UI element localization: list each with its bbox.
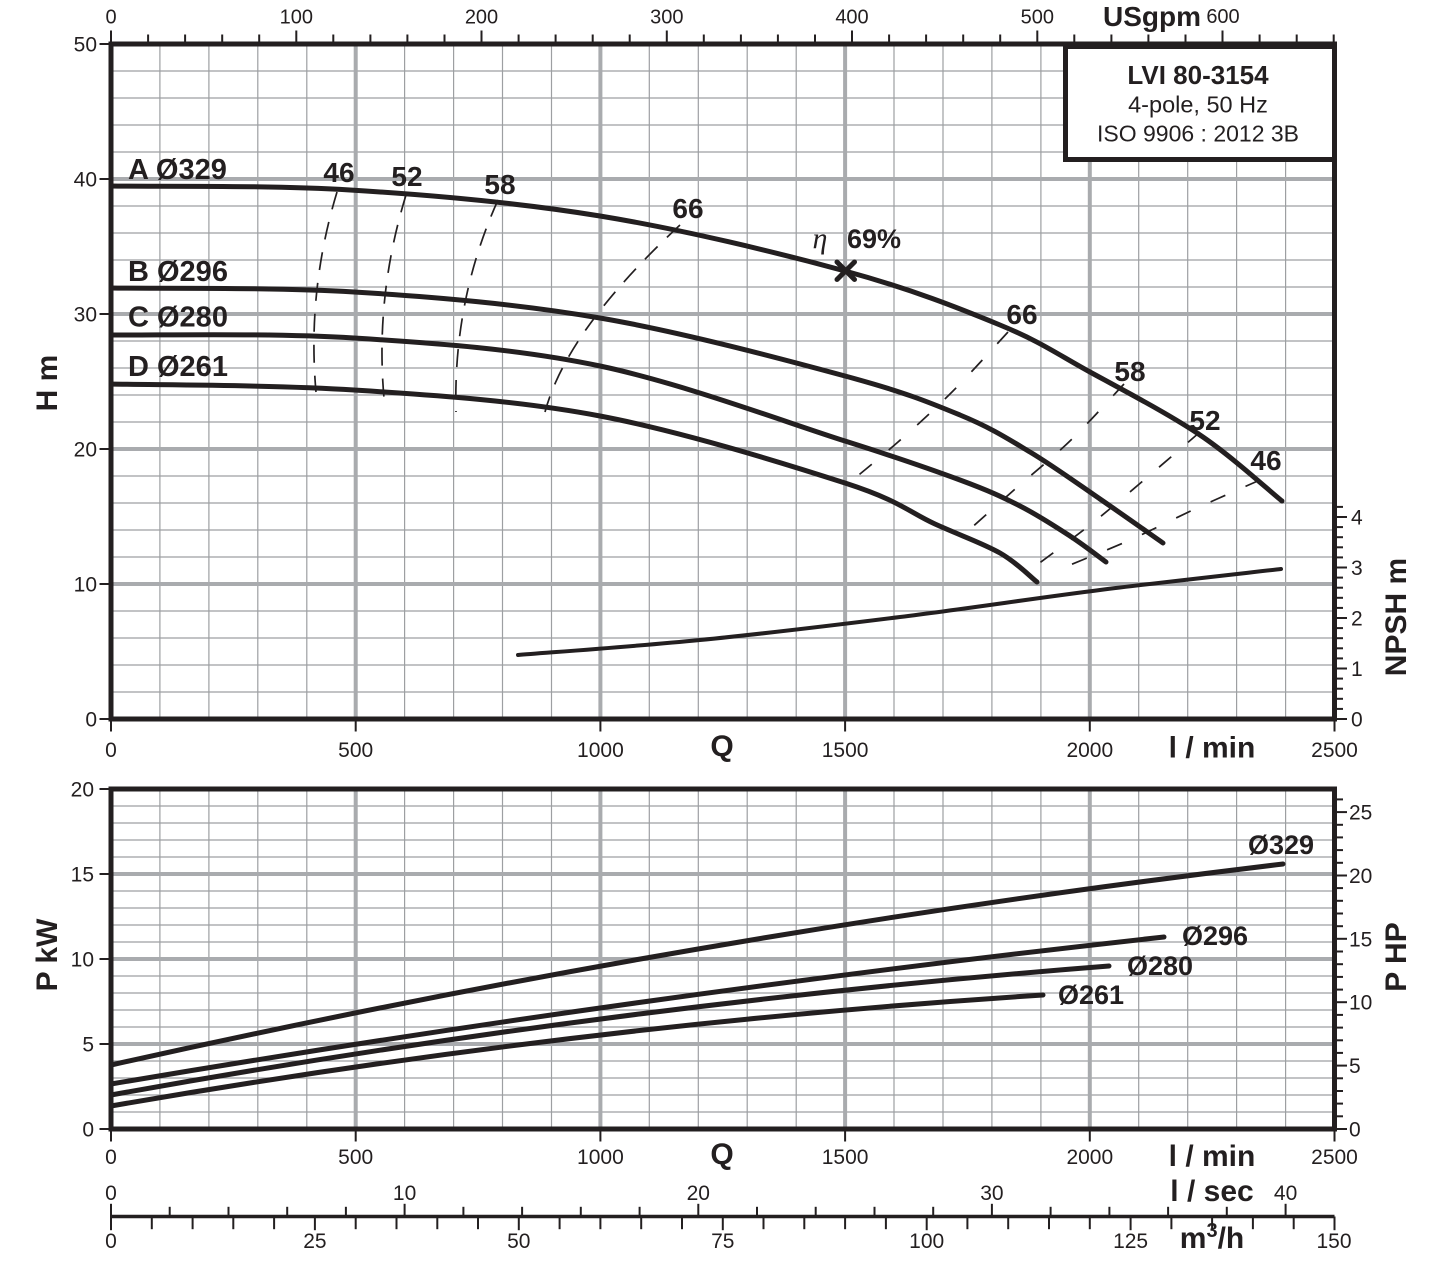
svg-text:25: 25 — [1349, 802, 1372, 825]
svg-text:50: 50 — [507, 1230, 530, 1253]
svg-text:66: 66 — [1006, 299, 1037, 330]
svg-text:C Ø280: C Ø280 — [128, 302, 228, 334]
svg-text:69%: 69% — [847, 224, 901, 254]
svg-text:10: 10 — [393, 1182, 416, 1205]
svg-text:0: 0 — [105, 1146, 117, 1169]
svg-text:0: 0 — [105, 1230, 117, 1253]
svg-text:3: 3 — [1351, 557, 1363, 580]
svg-text:46: 46 — [1250, 445, 1281, 476]
svg-text:1500: 1500 — [822, 739, 869, 762]
svg-text:Q: Q — [710, 730, 733, 763]
svg-text:52: 52 — [1189, 405, 1220, 436]
svg-text:l / min: l / min — [1169, 732, 1256, 765]
svg-text:LVI 80-3154: LVI 80-3154 — [1127, 60, 1269, 90]
svg-text:58: 58 — [484, 169, 515, 200]
svg-text:40: 40 — [1274, 1182, 1297, 1205]
svg-text:0: 0 — [1351, 709, 1363, 732]
svg-text:40: 40 — [74, 169, 97, 192]
svg-text:0: 0 — [105, 7, 116, 29]
svg-text:B Ø296: B Ø296 — [128, 256, 228, 288]
svg-text:15: 15 — [71, 864, 94, 887]
svg-text:0: 0 — [85, 709, 97, 732]
svg-text:A Ø329: A Ø329 — [128, 154, 227, 186]
svg-text:Ø329: Ø329 — [1248, 830, 1314, 860]
svg-text:NPSH m: NPSH m — [1380, 558, 1413, 676]
svg-text:H m: H m — [31, 355, 64, 412]
svg-text:20: 20 — [71, 779, 94, 802]
svg-text:500: 500 — [338, 1146, 373, 1169]
svg-text:10: 10 — [1349, 992, 1372, 1015]
svg-text:500: 500 — [1021, 7, 1054, 29]
svg-text:0: 0 — [105, 1182, 117, 1205]
svg-text:2000: 2000 — [1066, 1146, 1113, 1169]
svg-text:200: 200 — [465, 7, 498, 29]
svg-text:10: 10 — [71, 949, 94, 972]
svg-text:1000: 1000 — [577, 1146, 624, 1169]
svg-text:300: 300 — [650, 7, 683, 29]
svg-text:15: 15 — [1349, 928, 1372, 951]
svg-text:20: 20 — [687, 1182, 710, 1205]
svg-text:m3/h: m3/h — [1180, 1220, 1244, 1255]
svg-text:100: 100 — [909, 1230, 944, 1253]
svg-text:30: 30 — [74, 304, 97, 327]
svg-text:20: 20 — [74, 439, 97, 462]
svg-text:0: 0 — [1349, 1119, 1361, 1142]
svg-text:75: 75 — [711, 1230, 734, 1253]
svg-text:400: 400 — [835, 7, 868, 29]
svg-text:2500: 2500 — [1311, 739, 1358, 762]
svg-text:20: 20 — [1349, 865, 1372, 888]
svg-text:1000: 1000 — [577, 739, 624, 762]
svg-text:0: 0 — [82, 1119, 94, 1142]
svg-text:0: 0 — [105, 739, 117, 762]
svg-text:30: 30 — [980, 1182, 1003, 1205]
svg-text:2: 2 — [1351, 608, 1363, 631]
svg-text:50: 50 — [74, 34, 97, 57]
svg-text:η: η — [813, 222, 828, 255]
svg-text:l / min: l / min — [1169, 1140, 1256, 1173]
svg-text:5: 5 — [1349, 1055, 1361, 1078]
svg-text:Ø261: Ø261 — [1058, 980, 1124, 1010]
svg-text:ISO 9906 : 2012 3B: ISO 9906 : 2012 3B — [1097, 121, 1299, 147]
svg-text:10: 10 — [74, 574, 97, 597]
svg-text:4: 4 — [1351, 507, 1363, 530]
svg-text:l / sec: l / sec — [1170, 1175, 1253, 1208]
svg-text:1500: 1500 — [822, 1146, 869, 1169]
svg-text:P HP: P HP — [1380, 922, 1413, 991]
svg-text:500: 500 — [338, 739, 373, 762]
svg-text:52: 52 — [391, 161, 422, 192]
svg-text:2500: 2500 — [1311, 1146, 1358, 1169]
svg-text:125: 125 — [1113, 1230, 1148, 1253]
svg-text:Q: Q — [710, 1138, 733, 1171]
svg-text:25: 25 — [303, 1230, 326, 1253]
svg-text:5: 5 — [82, 1034, 94, 1057]
svg-text:USgpm: USgpm — [1103, 1, 1201, 32]
svg-text:100: 100 — [280, 7, 313, 29]
svg-text:Ø296: Ø296 — [1182, 921, 1248, 951]
svg-text:1: 1 — [1351, 658, 1363, 681]
svg-text:150: 150 — [1316, 1230, 1351, 1253]
svg-text:Ø280: Ø280 — [1127, 951, 1193, 981]
svg-text:4-pole, 50 Hz: 4-pole, 50 Hz — [1128, 92, 1268, 118]
svg-text:58: 58 — [1114, 356, 1145, 387]
svg-text:46: 46 — [323, 157, 354, 188]
svg-text:600: 600 — [1206, 6, 1239, 28]
svg-text:P kW: P kW — [31, 918, 64, 991]
svg-text:2000: 2000 — [1066, 739, 1113, 762]
svg-text:66: 66 — [672, 193, 703, 224]
svg-text:D Ø261: D Ø261 — [128, 351, 228, 383]
